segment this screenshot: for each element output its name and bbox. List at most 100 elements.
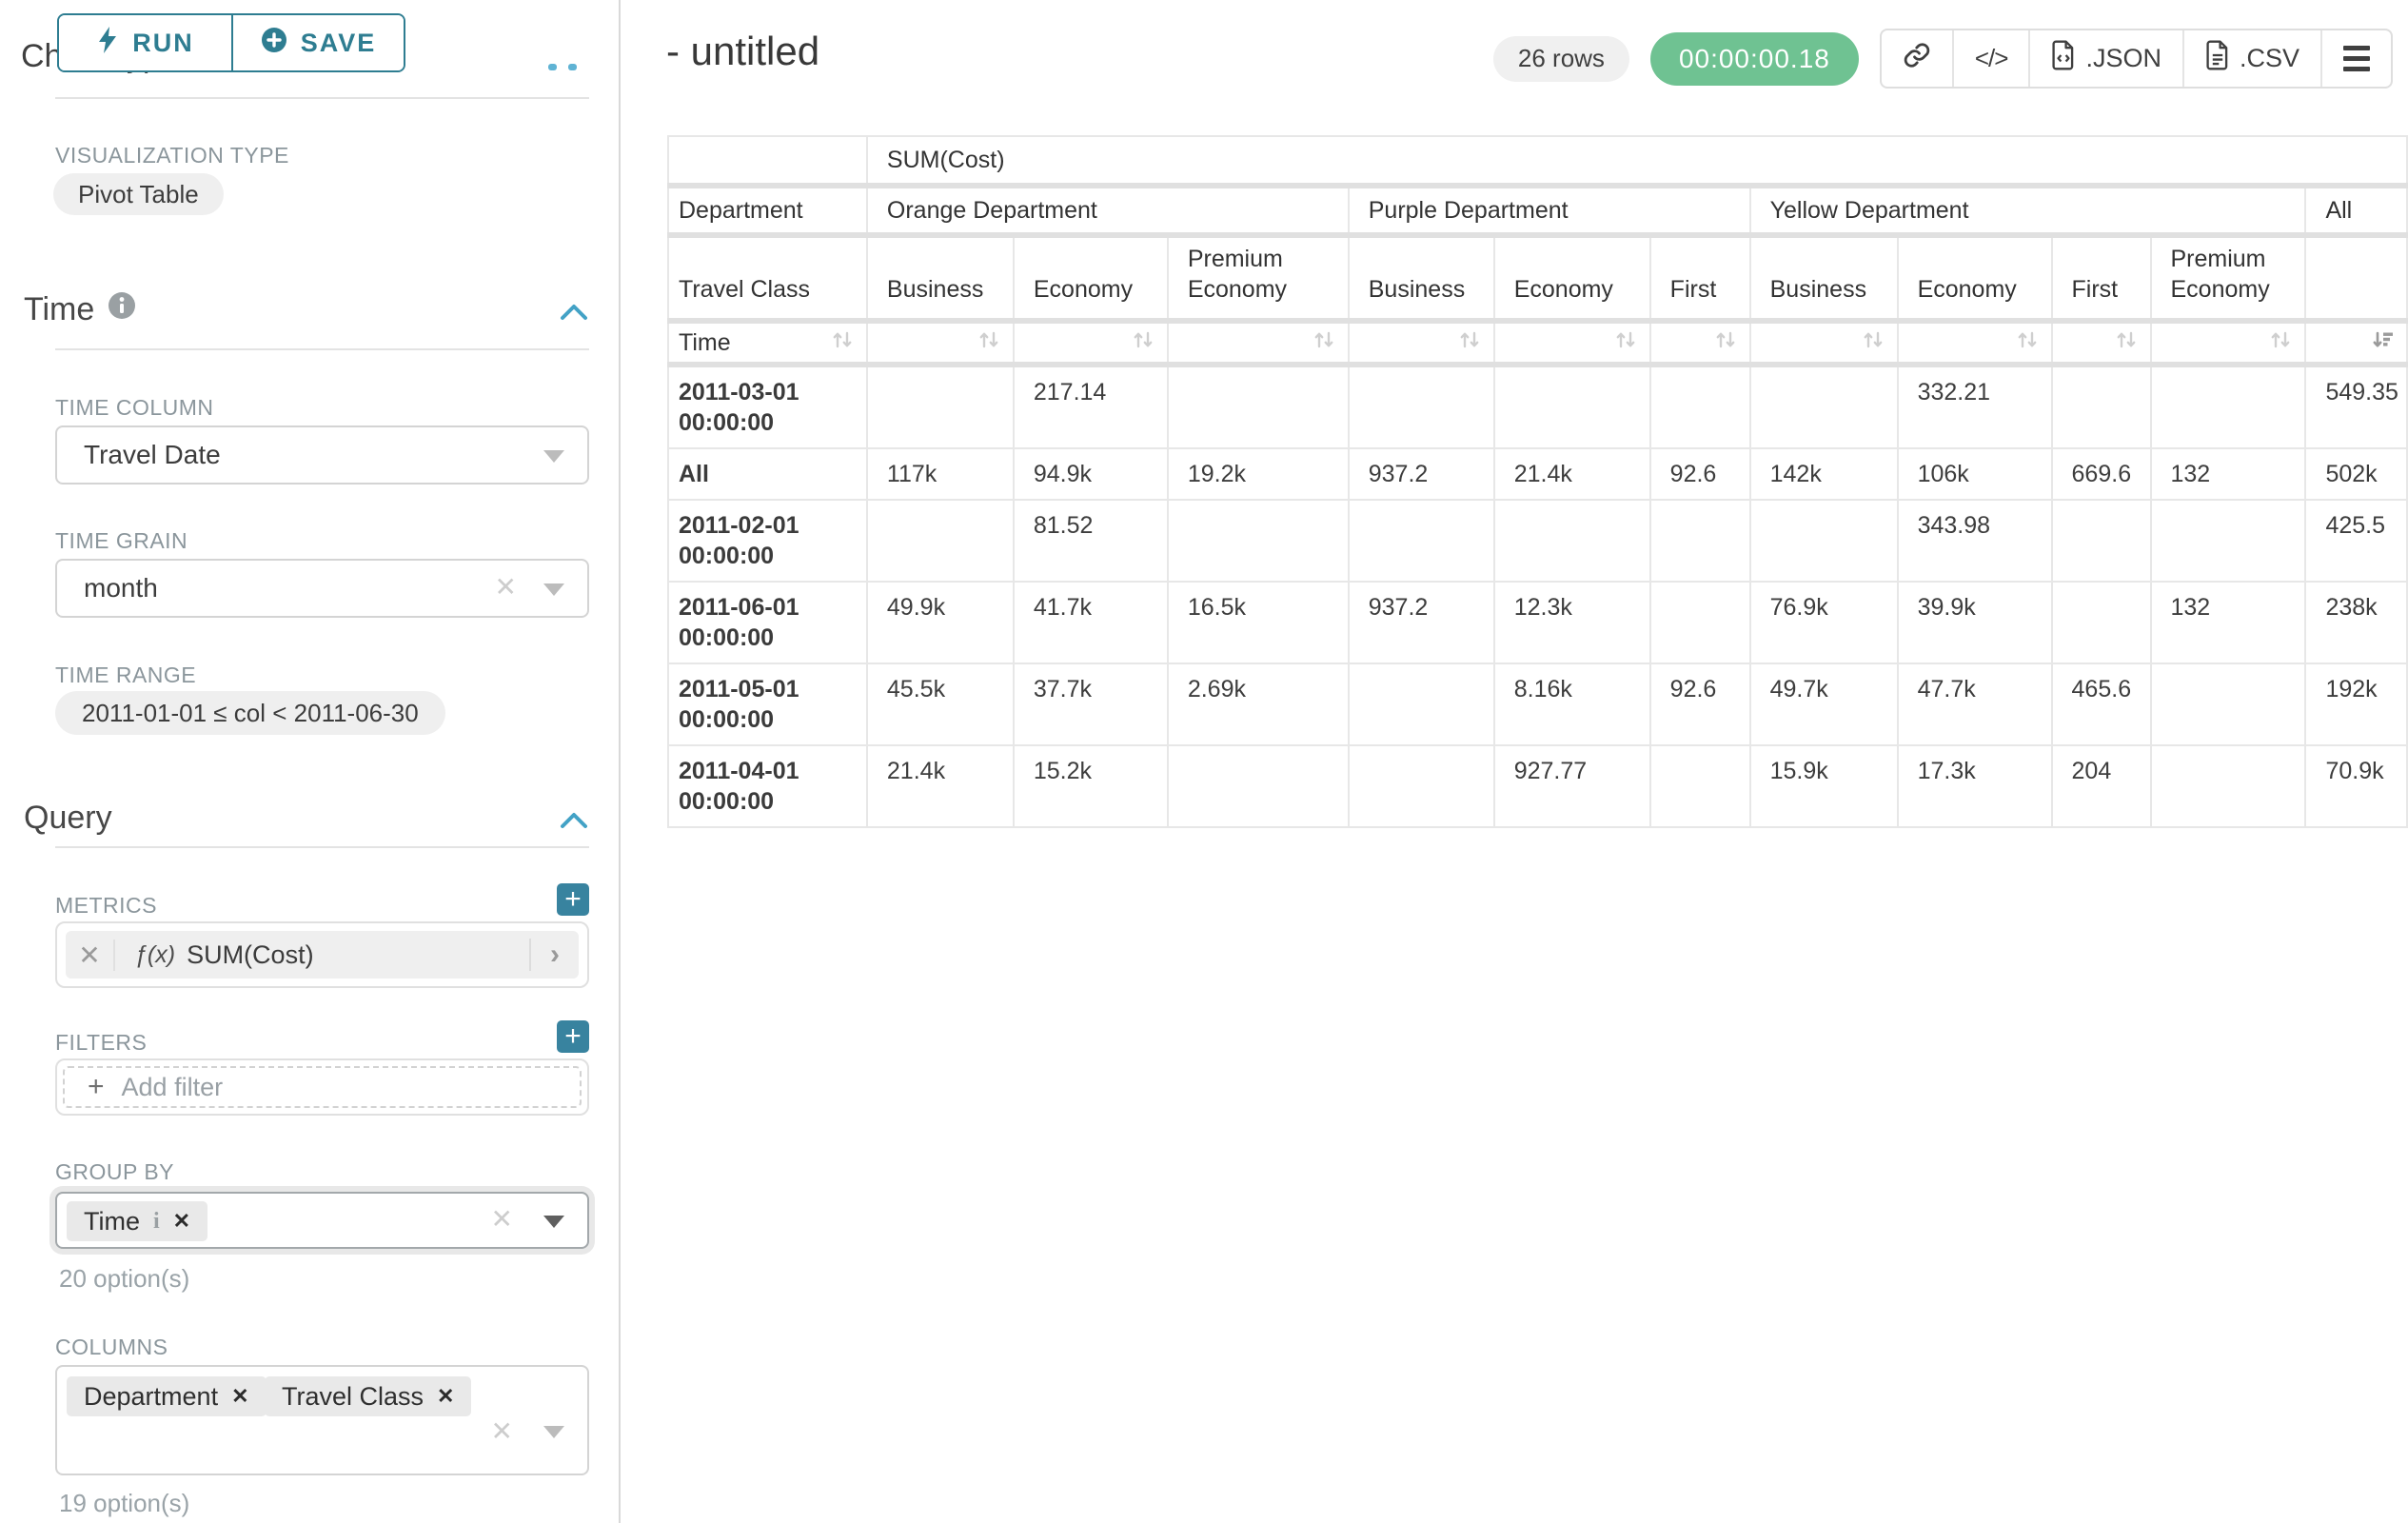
panel-divider[interactable] bbox=[619, 0, 621, 1523]
pivot-cell: 94.9k bbox=[1012, 447, 1169, 501]
time-section-collapse-chevron-up-icon[interactable] bbox=[558, 301, 590, 324]
travel-class-header: Business bbox=[1347, 234, 1495, 324]
group-by-select[interactable]: Time i ✕ ✕ bbox=[55, 1192, 589, 1249]
add-filter-plus-button[interactable]: + bbox=[557, 1020, 589, 1053]
columns-select[interactable]: Department ✕ Travel Class ✕ ✕ bbox=[55, 1365, 589, 1475]
chart-title[interactable]: - untitled bbox=[666, 29, 820, 73]
sort-column-cell bbox=[865, 320, 1015, 367]
sort-column-cell bbox=[2050, 320, 2152, 367]
sort-column-cell bbox=[1896, 320, 2053, 367]
remove-chip-icon[interactable]: ✕ bbox=[231, 1384, 249, 1408]
chip-label: Travel Class bbox=[282, 1381, 424, 1411]
sort-icon[interactable] bbox=[1861, 327, 1885, 359]
pivot-table-container: SUM(Cost) Department Orange Department Purp… bbox=[667, 135, 2408, 828]
time-row-header: 2011-03-01 00:00:00 bbox=[667, 364, 868, 449]
pivot-cell: 217.14 bbox=[1012, 364, 1169, 449]
pivot-cell: 17.3k bbox=[1896, 744, 2053, 828]
save-button[interactable]: SAVE bbox=[231, 15, 404, 70]
link-chain-icon bbox=[1903, 41, 1931, 76]
group-by-options-hint: 20 option(s) bbox=[59, 1264, 190, 1293]
metric-chip[interactable]: ✕ ƒ(x) SUM(Cost) › bbox=[66, 931, 579, 979]
sort-column-cell bbox=[1648, 320, 1751, 367]
share-link-button[interactable] bbox=[1882, 30, 1954, 87]
query-section-collapse-chevron-up-icon[interactable] bbox=[558, 809, 590, 832]
sort-column-cell bbox=[2149, 320, 2307, 367]
pivot-cell bbox=[1648, 499, 1751, 583]
sort-icon[interactable] bbox=[1312, 327, 1336, 359]
more-options-button[interactable] bbox=[2322, 30, 2391, 87]
group-by-chip-time[interactable]: Time i ✕ bbox=[67, 1201, 208, 1241]
pivot-cell bbox=[1648, 581, 1751, 664]
add-metric-button[interactable]: + bbox=[557, 883, 589, 916]
columns-chip-travel-class[interactable]: Travel Class ✕ bbox=[265, 1376, 472, 1416]
travel-class-header: Premium Economy bbox=[1166, 234, 1350, 324]
sort-column-cell bbox=[1166, 320, 1350, 367]
travel-class-header bbox=[2304, 234, 2408, 324]
viz-type-pill[interactable]: Pivot Table bbox=[53, 173, 224, 215]
columns-chip-department[interactable]: Department ✕ bbox=[67, 1376, 266, 1416]
time-row-header: 2011-04-01 00:00:00 bbox=[667, 744, 868, 828]
run-button[interactable]: RUN bbox=[59, 15, 231, 70]
department-group-header: All bbox=[2304, 185, 2408, 238]
columns-options-hint: 19 option(s) bbox=[59, 1489, 190, 1517]
pivot-cell bbox=[1748, 499, 1899, 583]
pivot-row: 2011-04-01 00:00:00 21.4k 15.2k 927.77 15.9k… bbox=[667, 744, 2408, 828]
pivot-cell: 92.6 bbox=[1648, 447, 1751, 501]
pivot-cell: 49.7k bbox=[1748, 663, 1899, 746]
info-icon[interactable]: i bbox=[153, 1208, 160, 1234]
travel-class-row-label: Travel Class bbox=[667, 234, 868, 324]
time-column-select[interactable]: Travel Date bbox=[55, 425, 589, 485]
pivot-cell bbox=[2050, 581, 2152, 664]
pivot-cell bbox=[2050, 499, 2152, 583]
clear-icon[interactable]: ✕ bbox=[490, 1416, 513, 1447]
sort-icon[interactable] bbox=[830, 327, 855, 359]
info-circle-icon[interactable] bbox=[108, 291, 136, 328]
pivot-cell: 8.16k bbox=[1492, 663, 1651, 746]
embed-code-button[interactable]: </> bbox=[1954, 30, 2031, 87]
sort-icon[interactable] bbox=[1613, 327, 1638, 359]
remove-chip-icon[interactable]: ✕ bbox=[172, 1209, 191, 1233]
pivot-cell: 106k bbox=[1896, 447, 2053, 501]
sort-icon[interactable] bbox=[977, 327, 1001, 359]
time-section-label: Time bbox=[24, 291, 95, 327]
time-grain-value: month bbox=[84, 573, 158, 603]
sort-icon[interactable] bbox=[2015, 327, 2040, 359]
sort-icon[interactable] bbox=[1131, 327, 1155, 359]
time-range-pill[interactable]: 2011-01-01 ≤ col < 2011-06-30 bbox=[55, 691, 445, 735]
export-csv-button[interactable]: .CSV bbox=[2184, 30, 2322, 87]
pivot-cell bbox=[1748, 364, 1899, 449]
pivot-cell: 21.4k bbox=[865, 744, 1015, 828]
panel-resize-handle-dot[interactable] bbox=[568, 64, 577, 70]
viz-type-label: VISUALIZATION TYPE bbox=[55, 143, 289, 168]
add-filter-dropzone[interactable]: + Add filter bbox=[63, 1066, 582, 1108]
time-grain-select[interactable]: month ✕ bbox=[55, 559, 589, 618]
sort-column-cell bbox=[1012, 320, 1169, 367]
department-group-header: Orange Department bbox=[865, 185, 1350, 238]
pivot-cell bbox=[1492, 364, 1651, 449]
sort-icon[interactable] bbox=[2268, 327, 2293, 359]
pivot-cell bbox=[1166, 744, 1350, 828]
pivot-table: SUM(Cost) Department Orange Department Purp… bbox=[667, 135, 2408, 828]
remove-chip-icon[interactable]: ✕ bbox=[437, 1384, 455, 1408]
filters-box: + Add filter bbox=[55, 1058, 589, 1116]
sort-icon[interactable] bbox=[1713, 327, 1738, 359]
chevron-down-icon bbox=[543, 450, 564, 463]
run-button-label: RUN bbox=[132, 28, 194, 57]
clear-icon[interactable]: ✕ bbox=[494, 572, 517, 603]
columns-label: COLUMNS bbox=[55, 1335, 168, 1359]
panel-resize-handle-dot[interactable] bbox=[548, 64, 557, 70]
pivot-cell: 37.7k bbox=[1012, 663, 1169, 746]
chevron-right-icon[interactable]: › bbox=[529, 939, 579, 971]
export-json-button[interactable]: .JSON bbox=[2030, 30, 2184, 87]
pivot-cell: 204 bbox=[2050, 744, 2152, 828]
add-filter-label: Add filter bbox=[121, 1072, 224, 1101]
chip-label: Department bbox=[84, 1381, 219, 1411]
pivot-row: 2011-02-01 00:00:00 81.52 343.98 425.5 bbox=[667, 499, 2408, 583]
sort-icon[interactable] bbox=[2114, 327, 2139, 359]
remove-metric-icon[interactable]: ✕ bbox=[66, 939, 115, 971]
clear-icon[interactable]: ✕ bbox=[490, 1204, 513, 1235]
sort-desc-active-icon[interactable] bbox=[2370, 327, 2395, 359]
metric-chip-label: SUM(Cost) bbox=[187, 940, 314, 969]
sort-icon[interactable] bbox=[1457, 327, 1482, 359]
